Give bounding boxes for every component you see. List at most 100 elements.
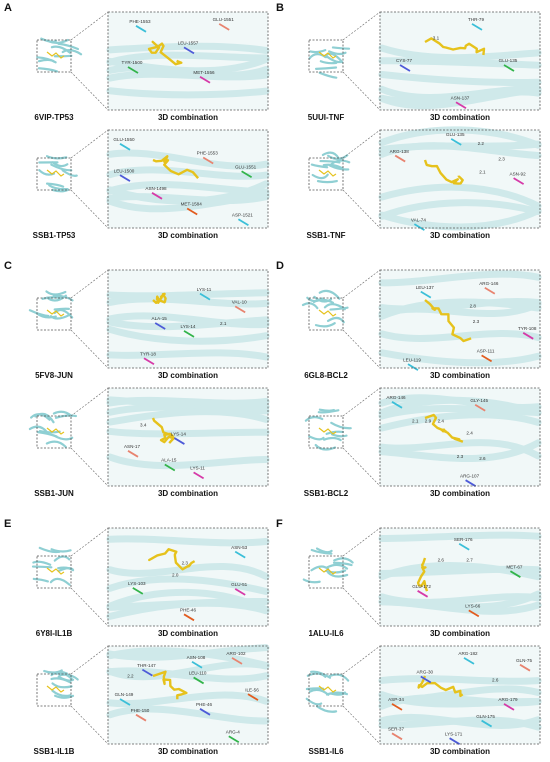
complex-name: 6GL8-BCL2	[304, 371, 348, 380]
ribbon	[106, 535, 270, 547]
ribbon	[378, 411, 542, 432]
residue-stick	[391, 732, 403, 741]
ligand-thumb	[318, 309, 337, 317]
ribbon	[106, 667, 270, 683]
protein-thumbnail	[38, 155, 78, 193]
view-caption: 3D combination	[158, 371, 218, 380]
ribbon	[318, 289, 341, 300]
ligand	[147, 40, 183, 66]
selection-box	[36, 157, 72, 191]
residue-stick	[199, 292, 211, 301]
protein-thumbnail	[31, 546, 75, 586]
protein-thumbnail	[310, 151, 351, 184]
residue-label: ASN-137	[451, 95, 470, 100]
ribbon	[326, 316, 345, 324]
residue-stick	[228, 735, 240, 744]
ribbon	[327, 154, 349, 161]
zoom-line	[70, 387, 109, 417]
residue-label: VAL-74	[411, 217, 426, 222]
panel-letter: D	[276, 260, 284, 272]
protein-thumbnail	[304, 408, 352, 451]
ribbon	[315, 705, 338, 713]
residue-label: 2.7	[466, 558, 473, 563]
residue-stick	[420, 675, 432, 684]
residue-label: 2.6	[479, 456, 486, 461]
ribbon	[378, 44, 542, 62]
ribbon	[306, 672, 327, 678]
zoom-line	[70, 11, 109, 41]
ribbon	[308, 688, 330, 696]
residue-label: LYS-14	[181, 324, 196, 329]
ribbon	[54, 694, 75, 699]
view-caption: 3D combination	[430, 747, 490, 756]
residue-stick	[463, 657, 475, 665]
residue-label: 2.4	[438, 419, 445, 424]
zoom-line	[70, 329, 109, 369]
ribbon	[378, 531, 542, 543]
residue-stick	[519, 663, 531, 672]
residue-label: LYS-14	[171, 431, 186, 436]
residue-stick	[183, 46, 195, 55]
complex-name: 5FV8-JUN	[35, 371, 73, 380]
residue-stick	[474, 403, 486, 412]
residue-label: 2.0	[172, 572, 179, 577]
ribbon	[45, 182, 65, 188]
ribbon	[314, 66, 338, 70]
selection-box	[308, 157, 344, 191]
ribbon	[58, 673, 79, 681]
residue-label: 2.1	[479, 169, 486, 174]
residue-label: GLU-135	[499, 58, 518, 63]
ribbon	[51, 682, 73, 689]
zoom-box	[379, 387, 541, 487]
residue-label: ASN-108	[187, 655, 206, 660]
ribbon	[322, 436, 342, 442]
zoom-box	[379, 11, 541, 111]
residue-stick	[522, 332, 534, 340]
residue-stick	[193, 676, 205, 685]
zoom-box	[107, 645, 269, 745]
ribbon	[378, 126, 542, 149]
zoom-line	[342, 705, 381, 745]
ligand-thumb	[318, 685, 337, 693]
zoom-box	[107, 11, 269, 111]
zoom-view	[378, 126, 542, 231]
residue-stick	[455, 101, 467, 110]
residue-label: 2.6	[438, 558, 445, 563]
zoom-view	[378, 528, 542, 626]
ligand	[152, 292, 167, 304]
ribbon	[378, 349, 542, 367]
residue-label: LYS-11	[190, 466, 205, 471]
residue-label: SER-176	[454, 537, 473, 542]
ligand-thumb	[318, 169, 337, 177]
residue-stick	[234, 550, 246, 559]
zoom-line	[342, 387, 381, 417]
panel-letter: A	[4, 2, 12, 14]
zoom-box	[107, 527, 269, 627]
residue-stick	[143, 357, 155, 366]
ribbon	[32, 560, 52, 566]
view-caption: 3D combination	[158, 231, 218, 240]
ribbon	[106, 597, 270, 611]
residue-stick	[132, 587, 144, 595]
residue-label: ARG-4	[226, 729, 240, 734]
panel-letter: C	[4, 260, 12, 272]
ribbon	[328, 673, 350, 682]
residue-stick	[484, 286, 496, 295]
residue-label: MET-67	[506, 564, 523, 569]
ribbon	[378, 691, 542, 708]
residue-label: MET-1556	[193, 70, 215, 75]
residue-stick	[183, 330, 195, 338]
residue-label: ASN-1498	[145, 186, 167, 191]
residue-stick	[391, 703, 403, 711]
ribbon	[31, 565, 53, 569]
ribbon	[106, 70, 270, 82]
ribbon	[313, 295, 333, 303]
zoom-line	[342, 129, 381, 159]
complex-name: SSB1-JUN	[34, 489, 74, 498]
zoom-view	[106, 644, 270, 744]
residue-stick	[413, 223, 425, 231]
zoom-box	[379, 527, 541, 627]
residue-label: PHE-150	[131, 708, 150, 713]
ribbon	[322, 163, 344, 170]
ribbon	[378, 675, 542, 685]
